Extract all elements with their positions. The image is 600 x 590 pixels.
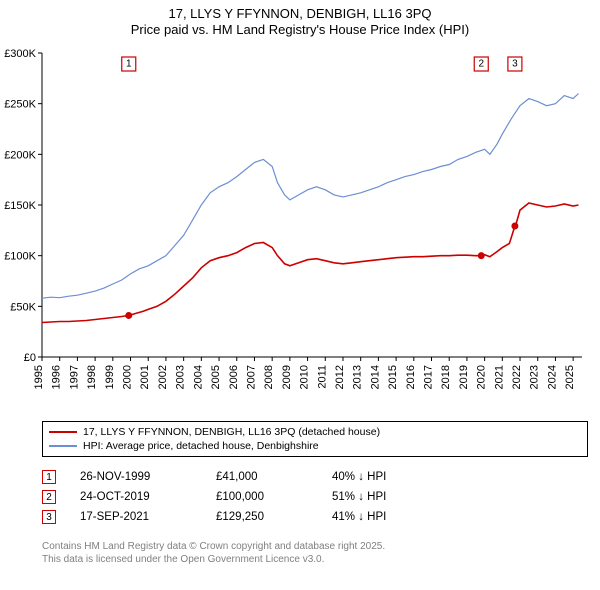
legend-row: HPI: Average price, detached house, Denb…: [49, 439, 581, 453]
svg-text:2025: 2025: [564, 365, 576, 389]
svg-text:1995: 1995: [33, 365, 45, 389]
svg-text:2021: 2021: [493, 365, 505, 389]
footer-line1: Contains HM Land Registry data © Crown c…: [42, 541, 588, 554]
sales-row: 3 17-SEP-2021 £129,250 41% ↓ HPI: [42, 507, 588, 527]
svg-text:1999: 1999: [104, 365, 116, 389]
svg-text:2003: 2003: [175, 365, 187, 389]
legend: 17, LLYS Y FFYNNON, DENBIGH, LL16 3PQ (d…: [42, 421, 588, 457]
svg-text:2015: 2015: [387, 365, 399, 389]
sales-table: 1 26-NOV-1999 £41,000 40% ↓ HPI 2 24-OCT-2019…: [42, 467, 588, 527]
sales-marker: 3: [42, 510, 56, 524]
svg-text:2008: 2008: [263, 365, 275, 389]
svg-text:2020: 2020: [476, 365, 488, 389]
sales-row: 1 26-NOV-1999 £41,000 40% ↓ HPI: [42, 467, 588, 487]
sales-price: £100,000: [216, 491, 326, 503]
legend-row: 17, LLYS Y FFYNNON, DENBIGH, LL16 3PQ (d…: [49, 425, 581, 439]
svg-text:2017: 2017: [423, 365, 435, 389]
chart-svg: £0£50K£100K£150K£200K£250K£300K199519961…: [42, 47, 588, 417]
legend-swatch: [49, 431, 77, 433]
legend-label: 17, LLYS Y FFYNNON, DENBIGH, LL16 3PQ (d…: [83, 426, 380, 438]
svg-text:2016: 2016: [405, 365, 417, 389]
sales-marker: 1: [42, 470, 56, 484]
svg-text:£200K: £200K: [4, 149, 36, 161]
svg-text:2004: 2004: [192, 365, 204, 389]
svg-text:£100K: £100K: [4, 251, 36, 263]
svg-text:2018: 2018: [440, 365, 452, 389]
svg-text:£0: £0: [24, 352, 36, 364]
svg-text:£150K: £150K: [4, 200, 36, 212]
sales-date: 24-OCT-2019: [80, 491, 210, 503]
svg-text:2001: 2001: [139, 365, 151, 389]
svg-text:2006: 2006: [228, 365, 240, 389]
svg-text:1: 1: [126, 59, 132, 70]
svg-text:2024: 2024: [546, 365, 558, 389]
svg-text:£50K: £50K: [10, 301, 36, 313]
sales-row: 2 24-OCT-2019 £100,000 51% ↓ HPI: [42, 487, 588, 507]
sales-price: £41,000: [216, 471, 326, 483]
svg-text:£250K: £250K: [4, 99, 36, 111]
footer-line2: This data is licensed under the Open Gov…: [42, 554, 588, 567]
sales-note: 41% ↓ HPI: [332, 511, 386, 523]
chart-container: 17, LLYS Y FFYNNON, DENBIGH, LL16 3PQ Pr…: [0, 0, 600, 590]
sales-date: 26-NOV-1999: [80, 471, 210, 483]
svg-text:2012: 2012: [334, 365, 346, 389]
svg-text:£300K: £300K: [4, 48, 36, 60]
chart-area: £0£50K£100K£150K£200K£250K£300K199519961…: [42, 47, 588, 417]
svg-text:2010: 2010: [299, 365, 311, 389]
title-subtitle: Price paid vs. HM Land Registry's House …: [10, 22, 590, 37]
svg-text:1998: 1998: [86, 365, 98, 389]
svg-text:2013: 2013: [352, 365, 364, 389]
svg-text:2007: 2007: [245, 365, 257, 389]
svg-text:2011: 2011: [316, 365, 328, 389]
svg-text:1997: 1997: [68, 365, 80, 389]
svg-text:2: 2: [478, 59, 484, 70]
footer: Contains HM Land Registry data © Crown c…: [42, 541, 588, 566]
svg-text:2002: 2002: [157, 365, 169, 389]
svg-text:3: 3: [512, 59, 518, 70]
svg-text:2022: 2022: [511, 365, 523, 389]
svg-text:2005: 2005: [210, 365, 222, 389]
sales-price: £129,250: [216, 511, 326, 523]
title-block: 17, LLYS Y FFYNNON, DENBIGH, LL16 3PQ Pr…: [0, 0, 600, 41]
title-address: 17, LLYS Y FFYNNON, DENBIGH, LL16 3PQ: [10, 6, 590, 21]
legend-label: HPI: Average price, detached house, Denb…: [83, 440, 319, 452]
svg-text:2009: 2009: [281, 365, 293, 389]
legend-swatch: [49, 445, 77, 447]
sales-note: 40% ↓ HPI: [332, 471, 386, 483]
sales-note: 51% ↓ HPI: [332, 491, 386, 503]
svg-text:2023: 2023: [529, 365, 541, 389]
svg-text:2014: 2014: [369, 365, 381, 389]
svg-text:2000: 2000: [122, 365, 134, 389]
svg-text:2019: 2019: [458, 365, 470, 389]
svg-text:1996: 1996: [51, 365, 63, 389]
sales-date: 17-SEP-2021: [80, 511, 210, 523]
sales-marker: 2: [42, 490, 56, 504]
